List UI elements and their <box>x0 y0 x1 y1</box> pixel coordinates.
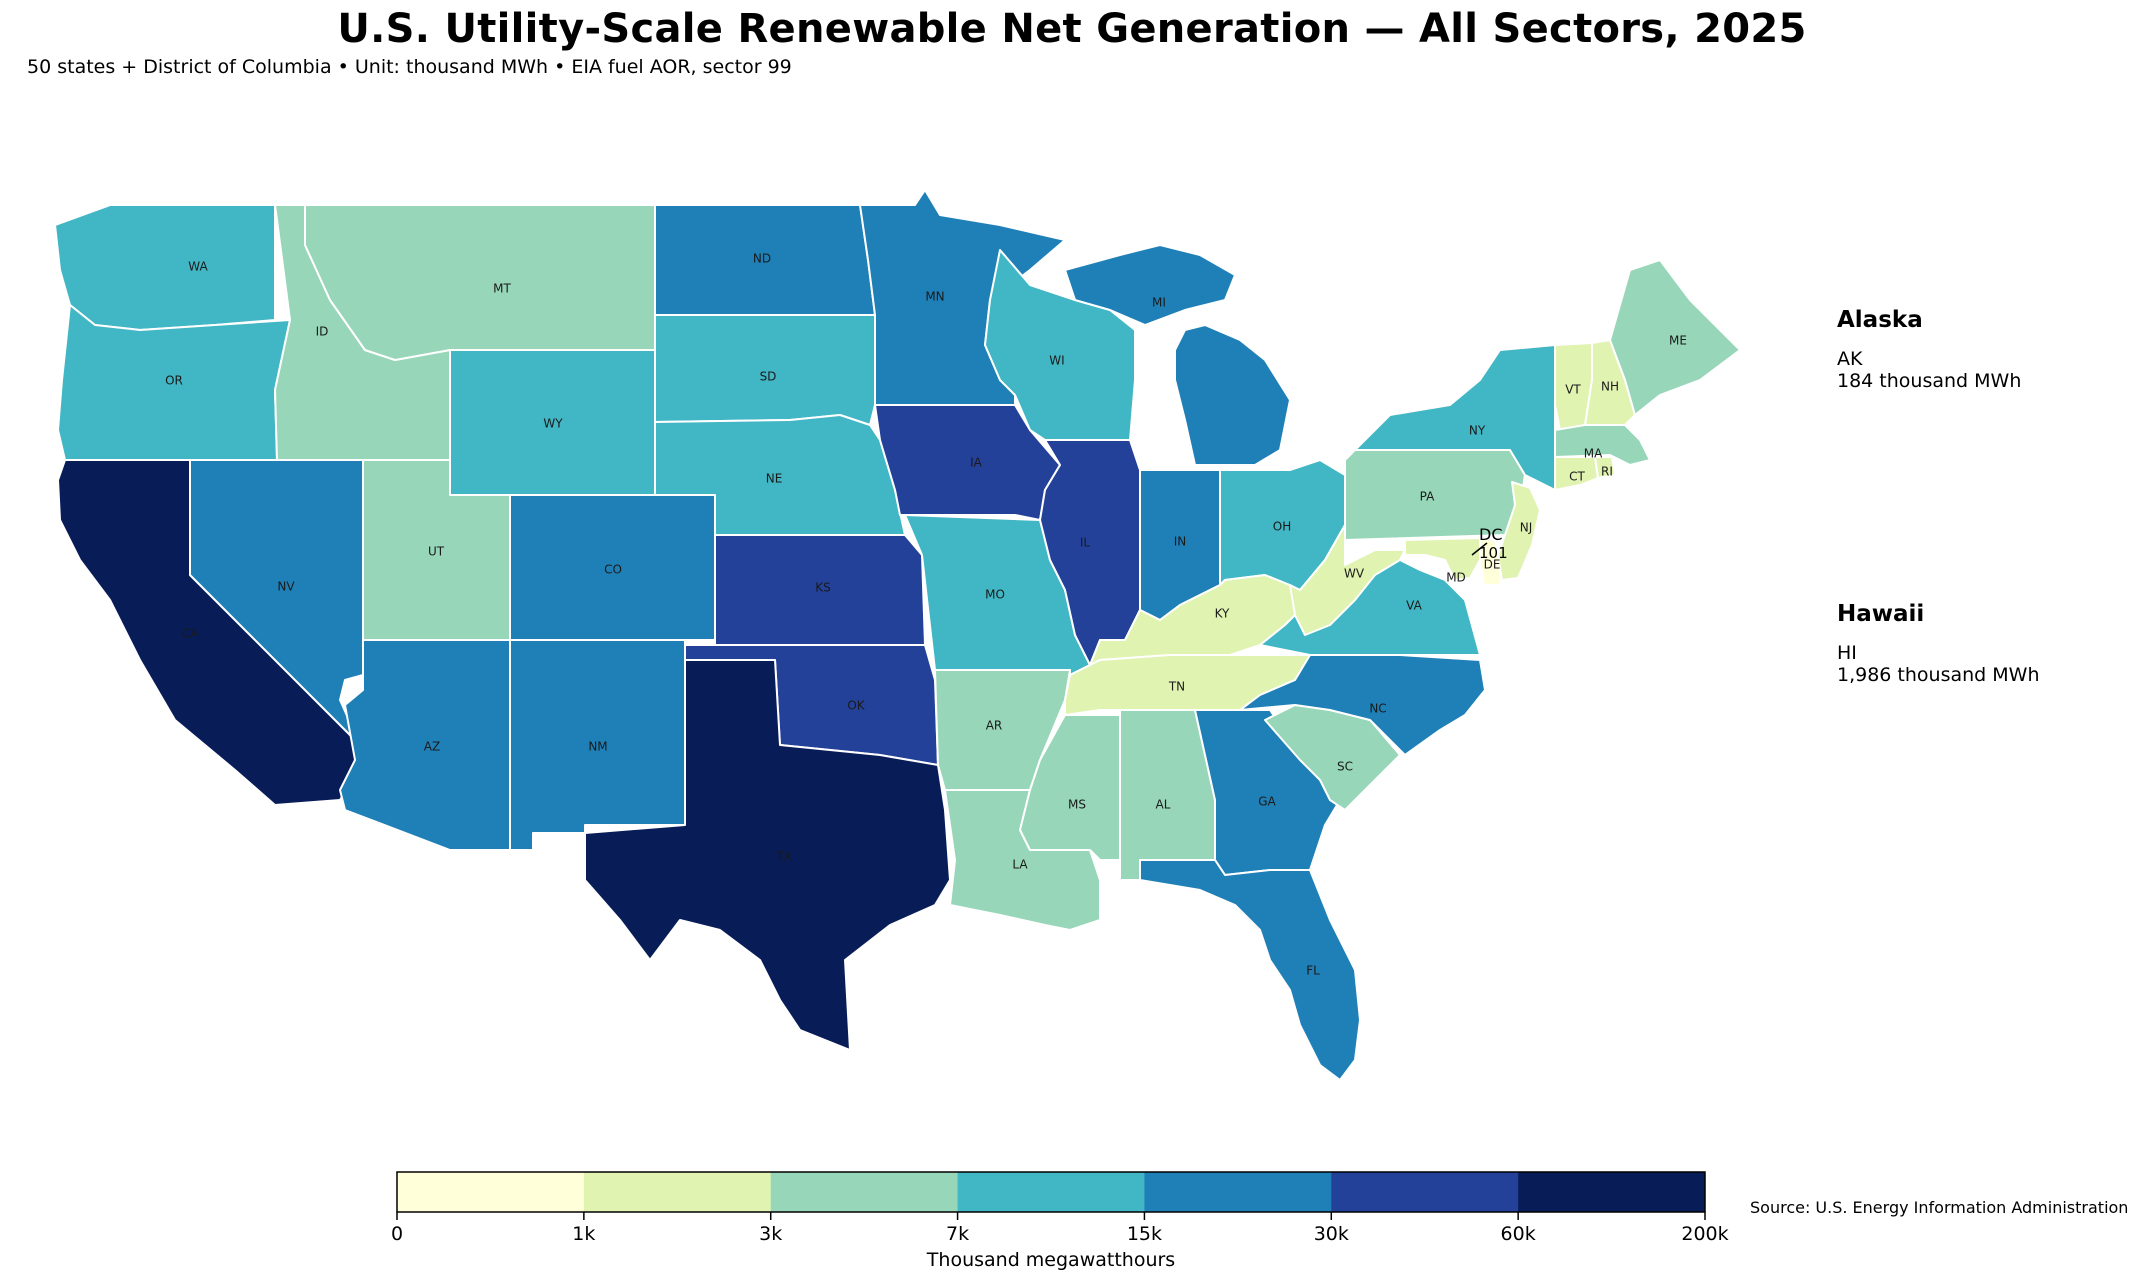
alaska-value: 184 thousand MWh <box>1837 370 2022 392</box>
label-FL: FL <box>1306 964 1320 978</box>
hawaii-code: HI <box>1837 642 1857 664</box>
colorbar-bin-0 <box>397 1172 585 1212</box>
colorbar-bin-2 <box>770 1172 959 1212</box>
state-ME[interactable] <box>1609 259 1741 416</box>
dc-value-label: 101 <box>1479 544 1508 562</box>
label-NM: NM <box>588 740 607 754</box>
label-GA: GA <box>1258 795 1276 809</box>
label-IA: IA <box>970 456 983 470</box>
label-WI: WI <box>1049 354 1064 368</box>
label-AZ: AZ <box>424 740 440 754</box>
colorbar-frame <box>396 1171 1706 1213</box>
colorbar-bin-5 <box>1331 1172 1519 1212</box>
colorbar-tick-label: 1k <box>572 1223 595 1245</box>
label-MN: MN <box>925 290 944 304</box>
state-NC[interactable] <box>1239 654 1486 756</box>
label-WV: WV <box>1344 567 1365 581</box>
colorbar-legend: 0 1k 3k 7k 15k 30k 60k 200k Thousand megawattho… <box>391 1171 1729 1271</box>
label-IN: IN <box>1174 535 1187 549</box>
label-TX: TX <box>775 850 792 864</box>
label-IL: IL <box>1080 536 1091 550</box>
dc-code-label: DC <box>1479 525 1503 544</box>
label-CA: CA <box>182 627 199 641</box>
state-DE[interactable] <box>1479 537 1501 586</box>
colorbar-tick-label: 15k <box>1127 1223 1162 1245</box>
label-NE: NE <box>766 472 783 486</box>
colorbar-title: Thousand megawatthours <box>926 1249 1175 1271</box>
label-ND: ND <box>753 252 771 266</box>
state-WV[interactable] <box>1289 524 1406 636</box>
alaska-code: AK <box>1837 348 1863 370</box>
label-CT: CT <box>1569 470 1585 484</box>
colorbar-tick-label: 7k <box>946 1223 969 1245</box>
state-MI[interactable] <box>1064 244 1291 466</box>
state-RI[interactable] <box>1594 456 1616 479</box>
state-NJ[interactable] <box>1497 481 1541 581</box>
state-FL[interactable] <box>1139 859 1361 1081</box>
label-MA: MA <box>1584 447 1603 461</box>
colorbar-tick-label: 200k <box>1681 1223 1728 1245</box>
label-NH: NH <box>1601 380 1619 394</box>
label-WA: WA <box>188 260 208 274</box>
label-SC: SC <box>1337 760 1353 774</box>
label-WY: WY <box>543 417 563 431</box>
label-AR: AR <box>986 719 1003 733</box>
colorbar-tick-label: 60k <box>1501 1223 1536 1245</box>
label-LA: LA <box>1012 858 1028 872</box>
label-CO: CO <box>604 563 622 577</box>
state-TX[interactable] <box>584 659 951 1051</box>
label-TN: TN <box>1168 680 1185 694</box>
colorbar-bin-1 <box>583 1172 772 1212</box>
colorbar-tick-label: 3k <box>759 1223 782 1245</box>
label-RI: RI <box>1601 465 1613 479</box>
label-ID: ID <box>316 325 329 339</box>
label-NY: NY <box>1469 424 1486 438</box>
label-AL: AL <box>1156 798 1171 812</box>
hawaii-value: 1,986 thousand MWh <box>1837 664 2040 686</box>
source-note: Source: U.S. Energy Information Administ… <box>1750 1198 2129 1217</box>
dc-callout: DC 101 <box>1471 525 1508 562</box>
label-SD: SD <box>760 370 777 384</box>
label-VT: VT <box>1565 383 1581 397</box>
colorbar-bin-4 <box>1144 1172 1332 1212</box>
colorbar-tick-label: 30k <box>1314 1223 1349 1245</box>
label-NJ: NJ <box>1520 521 1533 535</box>
label-KS: KS <box>815 581 831 595</box>
colorbar-bin-6 <box>1518 1172 1706 1212</box>
label-OH: OH <box>1273 520 1291 534</box>
label-DE: DE <box>1484 558 1501 572</box>
label-KY: KY <box>1215 607 1230 621</box>
state-KS[interactable] <box>714 534 926 646</box>
colorbar-tick-label: 0 <box>391 1223 403 1245</box>
state-WA[interactable] <box>54 204 276 331</box>
label-OR: OR <box>165 374 183 388</box>
label-MT: MT <box>493 282 511 296</box>
label-MS: MS <box>1068 798 1086 812</box>
label-NV: NV <box>277 580 295 594</box>
page-subtitle: 50 states + District of Columbia • Unit:… <box>27 56 792 78</box>
label-MI: MI <box>1152 296 1166 310</box>
page-title: U.S. Utility-Scale Renewable Net Generat… <box>337 6 1807 52</box>
label-OK: OK <box>847 699 865 713</box>
alaska-heading: Alaska <box>1837 307 1923 333</box>
state-MT[interactable] <box>304 204 656 361</box>
label-PA: PA <box>1420 490 1435 504</box>
state-CT[interactable] <box>1554 456 1599 491</box>
colorbar-bin-3 <box>957 1172 1145 1212</box>
label-MD: MD <box>1446 571 1466 585</box>
label-ME: ME <box>1669 334 1687 348</box>
dc-callout-leader <box>1471 542 1488 556</box>
label-MO: MO <box>985 588 1005 602</box>
label-UT: UT <box>428 545 445 559</box>
label-NC: NC <box>1369 702 1386 716</box>
hawaii-heading: Hawaii <box>1837 601 1925 627</box>
label-VA: VA <box>1406 599 1422 613</box>
